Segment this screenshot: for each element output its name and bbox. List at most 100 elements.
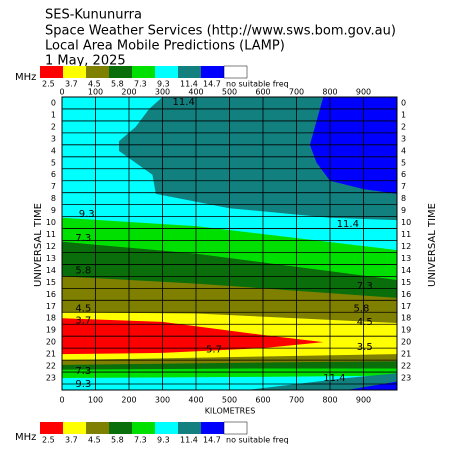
y-tick-label: 16 [401,290,411,299]
legend-label: 7.3 [134,80,147,89]
y-tick-label: 22 [46,362,56,371]
contour-label: 4.5 [75,304,91,315]
y-tick-label: 7 [401,182,406,191]
y-tick-label: 21 [46,350,56,359]
legend-swatch [223,65,248,79]
contour-label: 7.3 [357,281,373,292]
contour-label: 11.4 [323,373,345,384]
legend-swatch [201,66,224,78]
y-tick-label: 10 [46,218,56,227]
legend-swatch [86,422,109,434]
x-tick-label: 400 [188,396,203,405]
y-tick-label: 9 [51,206,56,215]
contour-label: 5.8 [353,304,369,315]
legend-swatch [178,422,201,434]
legend-label: 3.7 [65,436,78,445]
x-tick-label: 300 [155,88,170,97]
y-tick-label: 15 [401,278,411,287]
x-tick-label: 200 [121,88,136,97]
x-tick-label: 500 [222,88,237,97]
x-tick-label: 100 [88,396,103,405]
y-tick-label: 23 [46,374,56,383]
x-tick-label: 600 [255,396,270,405]
legend-swatch [109,422,132,434]
y-tick-label: 6 [401,170,406,179]
legend-unit: MHz [15,432,36,443]
x-tick-label: 900 [356,88,371,97]
legend-swatch [109,66,132,78]
x-tick-label: 900 [356,396,371,405]
legend-label: 14.7 [203,80,221,89]
y-tick-label: 22 [401,362,411,371]
x-tick-label: 700 [289,88,304,97]
legend-swatch [155,422,178,434]
legend-label: 2.5 [42,436,55,445]
y-tick-label: 12 [401,242,411,251]
y-tick-label: 14 [401,266,411,275]
contour-label: 7.3 [75,233,91,244]
y-tick-label: 1 [51,110,56,119]
legend-label: 7.3 [134,436,147,445]
x-tick-label: 0 [59,88,64,97]
x-tick-label: 600 [255,88,270,97]
x-tick-label: 200 [121,396,136,405]
legend-swatch [223,421,248,435]
y-tick-label: 17 [401,302,411,311]
y-tick-label: 2 [51,122,56,131]
y-tick-label: 4 [401,146,406,155]
y-tick-label: 11 [401,230,411,239]
y-tick-label: 7 [51,182,56,191]
legend-label: 9.3 [157,80,170,89]
x-axis-label: KILOMETRES [205,407,256,416]
x-tick-label: 100 [88,88,103,97]
legend-label: 2.5 [42,80,55,89]
y-tick-label: 9 [401,206,406,215]
legend-swatch [40,66,63,78]
y-tick-label: 19 [46,326,56,335]
y-tick-label: 2 [401,122,406,131]
contour-label: 9.3 [79,209,95,220]
y-tick-label: 16 [46,290,56,299]
contour-label: 3.5 [357,342,373,353]
legend-swatch [178,66,201,78]
y-tick-label: 15 [46,278,56,287]
contour-label: 11.4 [173,97,195,108]
legend-label: 14.7 [203,436,221,445]
legend-unit: MHz [15,72,36,83]
y-axis-label: UNIVERSAL TIME [427,203,438,287]
y-tick-label: 13 [401,254,411,263]
y-tick-label: 17 [46,302,56,311]
x-tick-label: 500 [222,396,237,405]
legend-label: 11.4 [180,80,198,89]
x-tick-label: 800 [322,396,337,405]
y-tick-label: 11 [46,230,56,239]
y-tick-label: 18 [46,314,56,323]
plot-frame [61,96,398,391]
y-tick-label: 21 [401,350,411,359]
x-tick-label: 300 [155,396,170,405]
legend-label: 9.3 [157,436,170,445]
contour-label: 9.3 [75,379,91,390]
header-line: 1 May, 2025 [45,54,126,69]
y-tick-label: 5 [401,158,406,167]
y-tick-label: 13 [46,254,56,263]
x-tick-label: 800 [322,88,337,97]
legend-swatch [63,66,86,78]
legend-label: 4.5 [88,80,101,89]
y-tick-label: 23 [401,374,411,383]
y-tick-label: 14 [46,266,56,275]
legend-swatch [155,66,178,78]
legend-swatch [86,66,109,78]
x-tick-label: 700 [289,396,304,405]
y-tick-label: 18 [401,314,411,323]
contour-label: 4.5 [357,317,373,328]
legend-label: no suitable freq [226,80,289,89]
y-tick-label: 3 [51,134,56,143]
y-tick-label: 0 [51,98,56,107]
y-tick-label: 8 [401,194,406,203]
legend-label: 5.8 [111,80,124,89]
legend-swatch [63,422,86,434]
contour-label: 3.7 [75,316,91,327]
legend-label: 3.7 [65,80,78,89]
